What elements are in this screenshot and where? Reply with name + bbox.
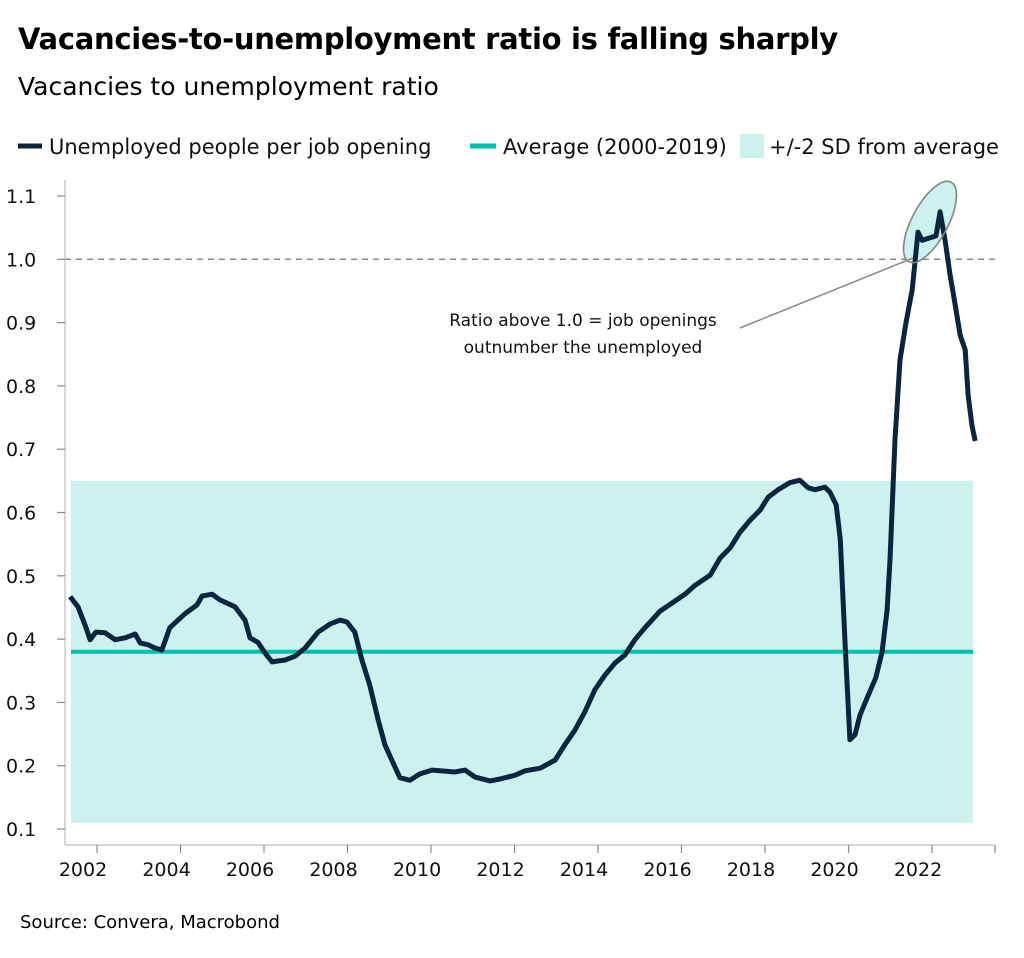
x-tick-label: 2018 <box>727 859 775 881</box>
legend-label-band: +/-2 SD from average <box>769 135 999 159</box>
y-tick-label: 0.3 <box>6 692 36 714</box>
chart-subtitle: Vacancies to unemployment ratio <box>18 72 439 101</box>
x-tick-label: 2016 <box>643 859 691 881</box>
y-tick-label: 0.9 <box>6 313 36 335</box>
x-tick-label: 2008 <box>309 859 357 881</box>
annotation-text-1: Ratio above 1.0 = job openings <box>449 311 717 331</box>
y-tick-label: 0.1 <box>6 819 36 841</box>
legend-label-average: Average (2000-2019) <box>503 135 727 159</box>
x-tick-label: 2022 <box>894 859 942 881</box>
x-ticks: 2002 2004 2006 2008 2010 2012 2014 2016 2018 2020… <box>59 845 996 881</box>
y-tick-label: 0.7 <box>6 439 36 461</box>
y-tick-label: 1.1 <box>6 186 36 208</box>
x-tick-label: 2002 <box>59 859 107 881</box>
legend-swatch-band <box>740 134 764 158</box>
y-tick-label: 0.8 <box>6 376 36 398</box>
annotation-ellipse-outline <box>902 180 958 264</box>
annotation-leader <box>739 257 914 329</box>
x-tick-label: 2006 <box>226 859 274 881</box>
y-tick-label: 0.4 <box>6 629 36 651</box>
source-note: Source: Convera, Macrobond <box>20 912 280 933</box>
x-tick-label: 2010 <box>393 859 441 881</box>
x-tick-label: 2004 <box>142 859 190 881</box>
series-line <box>68 209 978 784</box>
y-tick-label: 0.2 <box>6 756 36 778</box>
y-tick-label: 0.6 <box>6 503 36 525</box>
annotation-text-2: outnumber the unemployed <box>464 338 703 358</box>
x-tick-label: 2014 <box>560 859 608 881</box>
y-ticks: 0.1 0.2 0.3 0.4 0.5 0.6 0.7 0.8 0.9 1.0 1.1 <box>6 186 65 841</box>
legend: Unemployed people per job opening Averag… <box>18 134 999 159</box>
y-tick-label: 1.0 <box>6 249 36 271</box>
x-tick-label: 2012 <box>476 859 524 881</box>
y-tick-label: 0.5 <box>6 566 36 588</box>
legend-label-series: Unemployed people per job opening <box>49 135 431 159</box>
x-tick-label: 2020 <box>810 859 858 881</box>
chart-title: Vacancies-to-unemployment ratio is falli… <box>18 22 838 56</box>
